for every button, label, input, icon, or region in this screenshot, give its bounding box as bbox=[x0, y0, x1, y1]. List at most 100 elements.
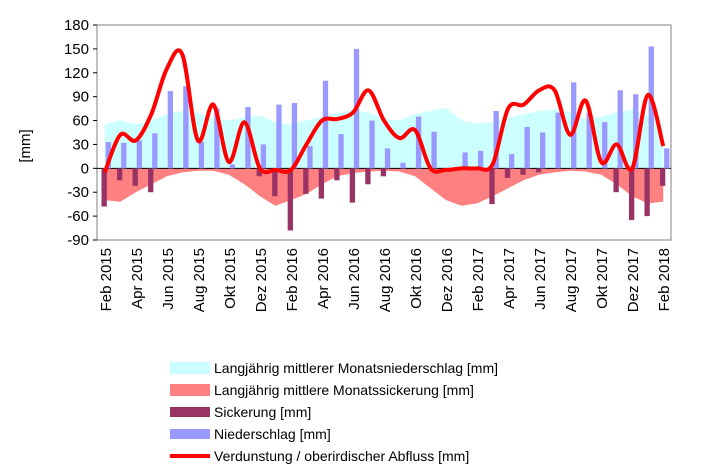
x-tick-label: Okt 2015 bbox=[222, 248, 239, 309]
niederschlag-bar bbox=[105, 142, 111, 169]
niederschlag-bar bbox=[167, 91, 174, 169]
niederschlag-bar bbox=[400, 162, 406, 169]
x-tick-label: Feb 2015 bbox=[98, 248, 115, 311]
niederschlag-bar bbox=[493, 111, 499, 169]
x-tick-label: Dez 2016 bbox=[439, 248, 456, 312]
niederschlag-bar bbox=[664, 148, 670, 169]
niederschlag-bar bbox=[198, 142, 205, 169]
y-tick-label: 150 bbox=[64, 41, 89, 58]
area-series-2 bbox=[104, 168, 664, 206]
x-tick-label: Aug 2015 bbox=[191, 248, 208, 312]
legend-swatch bbox=[170, 384, 210, 396]
sickerung-bar bbox=[660, 168, 666, 186]
niederschlag-bar bbox=[477, 150, 484, 169]
legend-swatch bbox=[170, 429, 210, 439]
x-tick-labels: Feb 2015 Apr 2015 Jun 2015 Aug 2015 Okt 2015… bbox=[98, 248, 673, 312]
sickerung-bar bbox=[272, 168, 278, 197]
legend-label: Sickerung [mm] bbox=[214, 404, 311, 420]
sickerung-bar bbox=[334, 168, 340, 181]
y-tick-label: 90 bbox=[72, 89, 89, 106]
niederschlag-bar bbox=[229, 164, 236, 169]
y-tick-labels: 180 150 120 90 60 30 0 -30 -60 -90 bbox=[64, 17, 97, 249]
sickerung-bar bbox=[520, 168, 526, 175]
x-tick-label: Feb 2017 bbox=[470, 248, 487, 311]
x-tick-label: Dez 2015 bbox=[253, 248, 270, 312]
y-axis-label: [mm] bbox=[17, 129, 34, 162]
sickerung-bar bbox=[535, 168, 542, 173]
niederschlag-bar bbox=[307, 146, 313, 169]
y-tick-label: 0 bbox=[81, 160, 89, 177]
sickerung-bar bbox=[349, 168, 356, 203]
niederschlag-bar bbox=[415, 116, 422, 169]
sickerung-bar bbox=[628, 168, 635, 221]
legend-label: Verdunstung / oberirdischer Abfluss [mm] bbox=[214, 448, 469, 464]
sickerung-bar bbox=[644, 168, 650, 217]
y-tick-label: -90 bbox=[67, 232, 89, 249]
niederschlag-bar bbox=[245, 107, 251, 169]
legend: Langjährig mittlerer Monatsniederschlag … bbox=[170, 360, 498, 464]
y-tick-label: 180 bbox=[64, 17, 89, 34]
niederschlag-bar bbox=[291, 103, 298, 169]
niederschlag-bar bbox=[183, 86, 189, 169]
niederschlag-bar bbox=[586, 112, 592, 169]
niederschlag-bar bbox=[462, 152, 468, 169]
niederschlag-bar bbox=[369, 120, 375, 169]
x-tick-label: Apr 2015 bbox=[129, 248, 146, 309]
verdunstung-line bbox=[102, 48, 666, 175]
niederschlag-bar bbox=[508, 154, 515, 169]
sickerung-bar bbox=[504, 168, 511, 178]
x-tick-label: Aug 2017 bbox=[563, 248, 580, 312]
x-tick-label: Jun 2017 bbox=[532, 248, 549, 310]
x-tick-label: Feb 2018 bbox=[656, 248, 673, 311]
niederschlag-bar bbox=[152, 133, 158, 169]
niederschlag-bar bbox=[617, 90, 623, 169]
sickerung-bar bbox=[380, 168, 387, 177]
niederschlag-bar bbox=[555, 112, 561, 169]
y-tick-label: -30 bbox=[67, 184, 89, 201]
sickerung-bar bbox=[148, 168, 154, 193]
niederschlag-bar bbox=[276, 104, 282, 169]
sickerung-bar bbox=[489, 168, 495, 205]
niederschlag-bar bbox=[602, 122, 608, 169]
x-tick-label: Jun 2015 bbox=[160, 248, 177, 310]
y-tick-label: 120 bbox=[64, 65, 89, 82]
sickerung-bar bbox=[117, 168, 123, 181]
niederschlag-bar bbox=[338, 134, 344, 169]
plot-frame bbox=[96, 24, 672, 241]
x-tick-label: Okt 2016 bbox=[408, 248, 425, 309]
x-tick-label: Okt 2017 bbox=[594, 248, 611, 309]
niederschlag-bar bbox=[540, 132, 546, 169]
x-tick-label: Jun 2016 bbox=[346, 248, 363, 310]
sickerung-bar bbox=[303, 168, 309, 194]
legend-swatch bbox=[170, 362, 210, 374]
niederschlag-bar bbox=[633, 94, 639, 169]
y-tick-label: 60 bbox=[72, 113, 89, 130]
legend-label: Langjährig mittlerer Monatsniederschlag … bbox=[214, 360, 498, 376]
sickerung-bar bbox=[365, 168, 371, 185]
niederschlag-bar bbox=[384, 148, 391, 169]
sickerung-bar bbox=[613, 168, 619, 193]
niederschlag-bar bbox=[121, 142, 127, 169]
legend-label: Niederschlag [mm] bbox=[214, 426, 331, 442]
sickerung-bar bbox=[101, 168, 107, 207]
plot-area bbox=[96, 24, 672, 241]
niederschlag-bar bbox=[648, 46, 654, 169]
sickerung-bar bbox=[132, 168, 138, 186]
sickerung-bar bbox=[318, 168, 325, 199]
niederschlag-bar bbox=[260, 144, 267, 169]
legend-swatch bbox=[170, 407, 210, 417]
niederschlag-bar bbox=[214, 108, 220, 169]
niederschlag-bar bbox=[524, 126, 530, 169]
sickerung-bar bbox=[256, 168, 262, 177]
x-tick-label: Aug 2016 bbox=[377, 248, 394, 312]
sickerung-bar bbox=[287, 168, 293, 231]
x-tick-label: Feb 2016 bbox=[284, 248, 301, 311]
x-tick-label: Apr 2017 bbox=[501, 248, 518, 309]
x-tick-label: Dez 2017 bbox=[625, 248, 642, 312]
niederschlag-bar bbox=[431, 131, 437, 169]
x-tick-label: Apr 2016 bbox=[315, 248, 332, 309]
y-tick-label: -60 bbox=[67, 208, 89, 225]
y-tick-label: 30 bbox=[72, 136, 89, 153]
niederschlag-bar bbox=[322, 80, 329, 169]
